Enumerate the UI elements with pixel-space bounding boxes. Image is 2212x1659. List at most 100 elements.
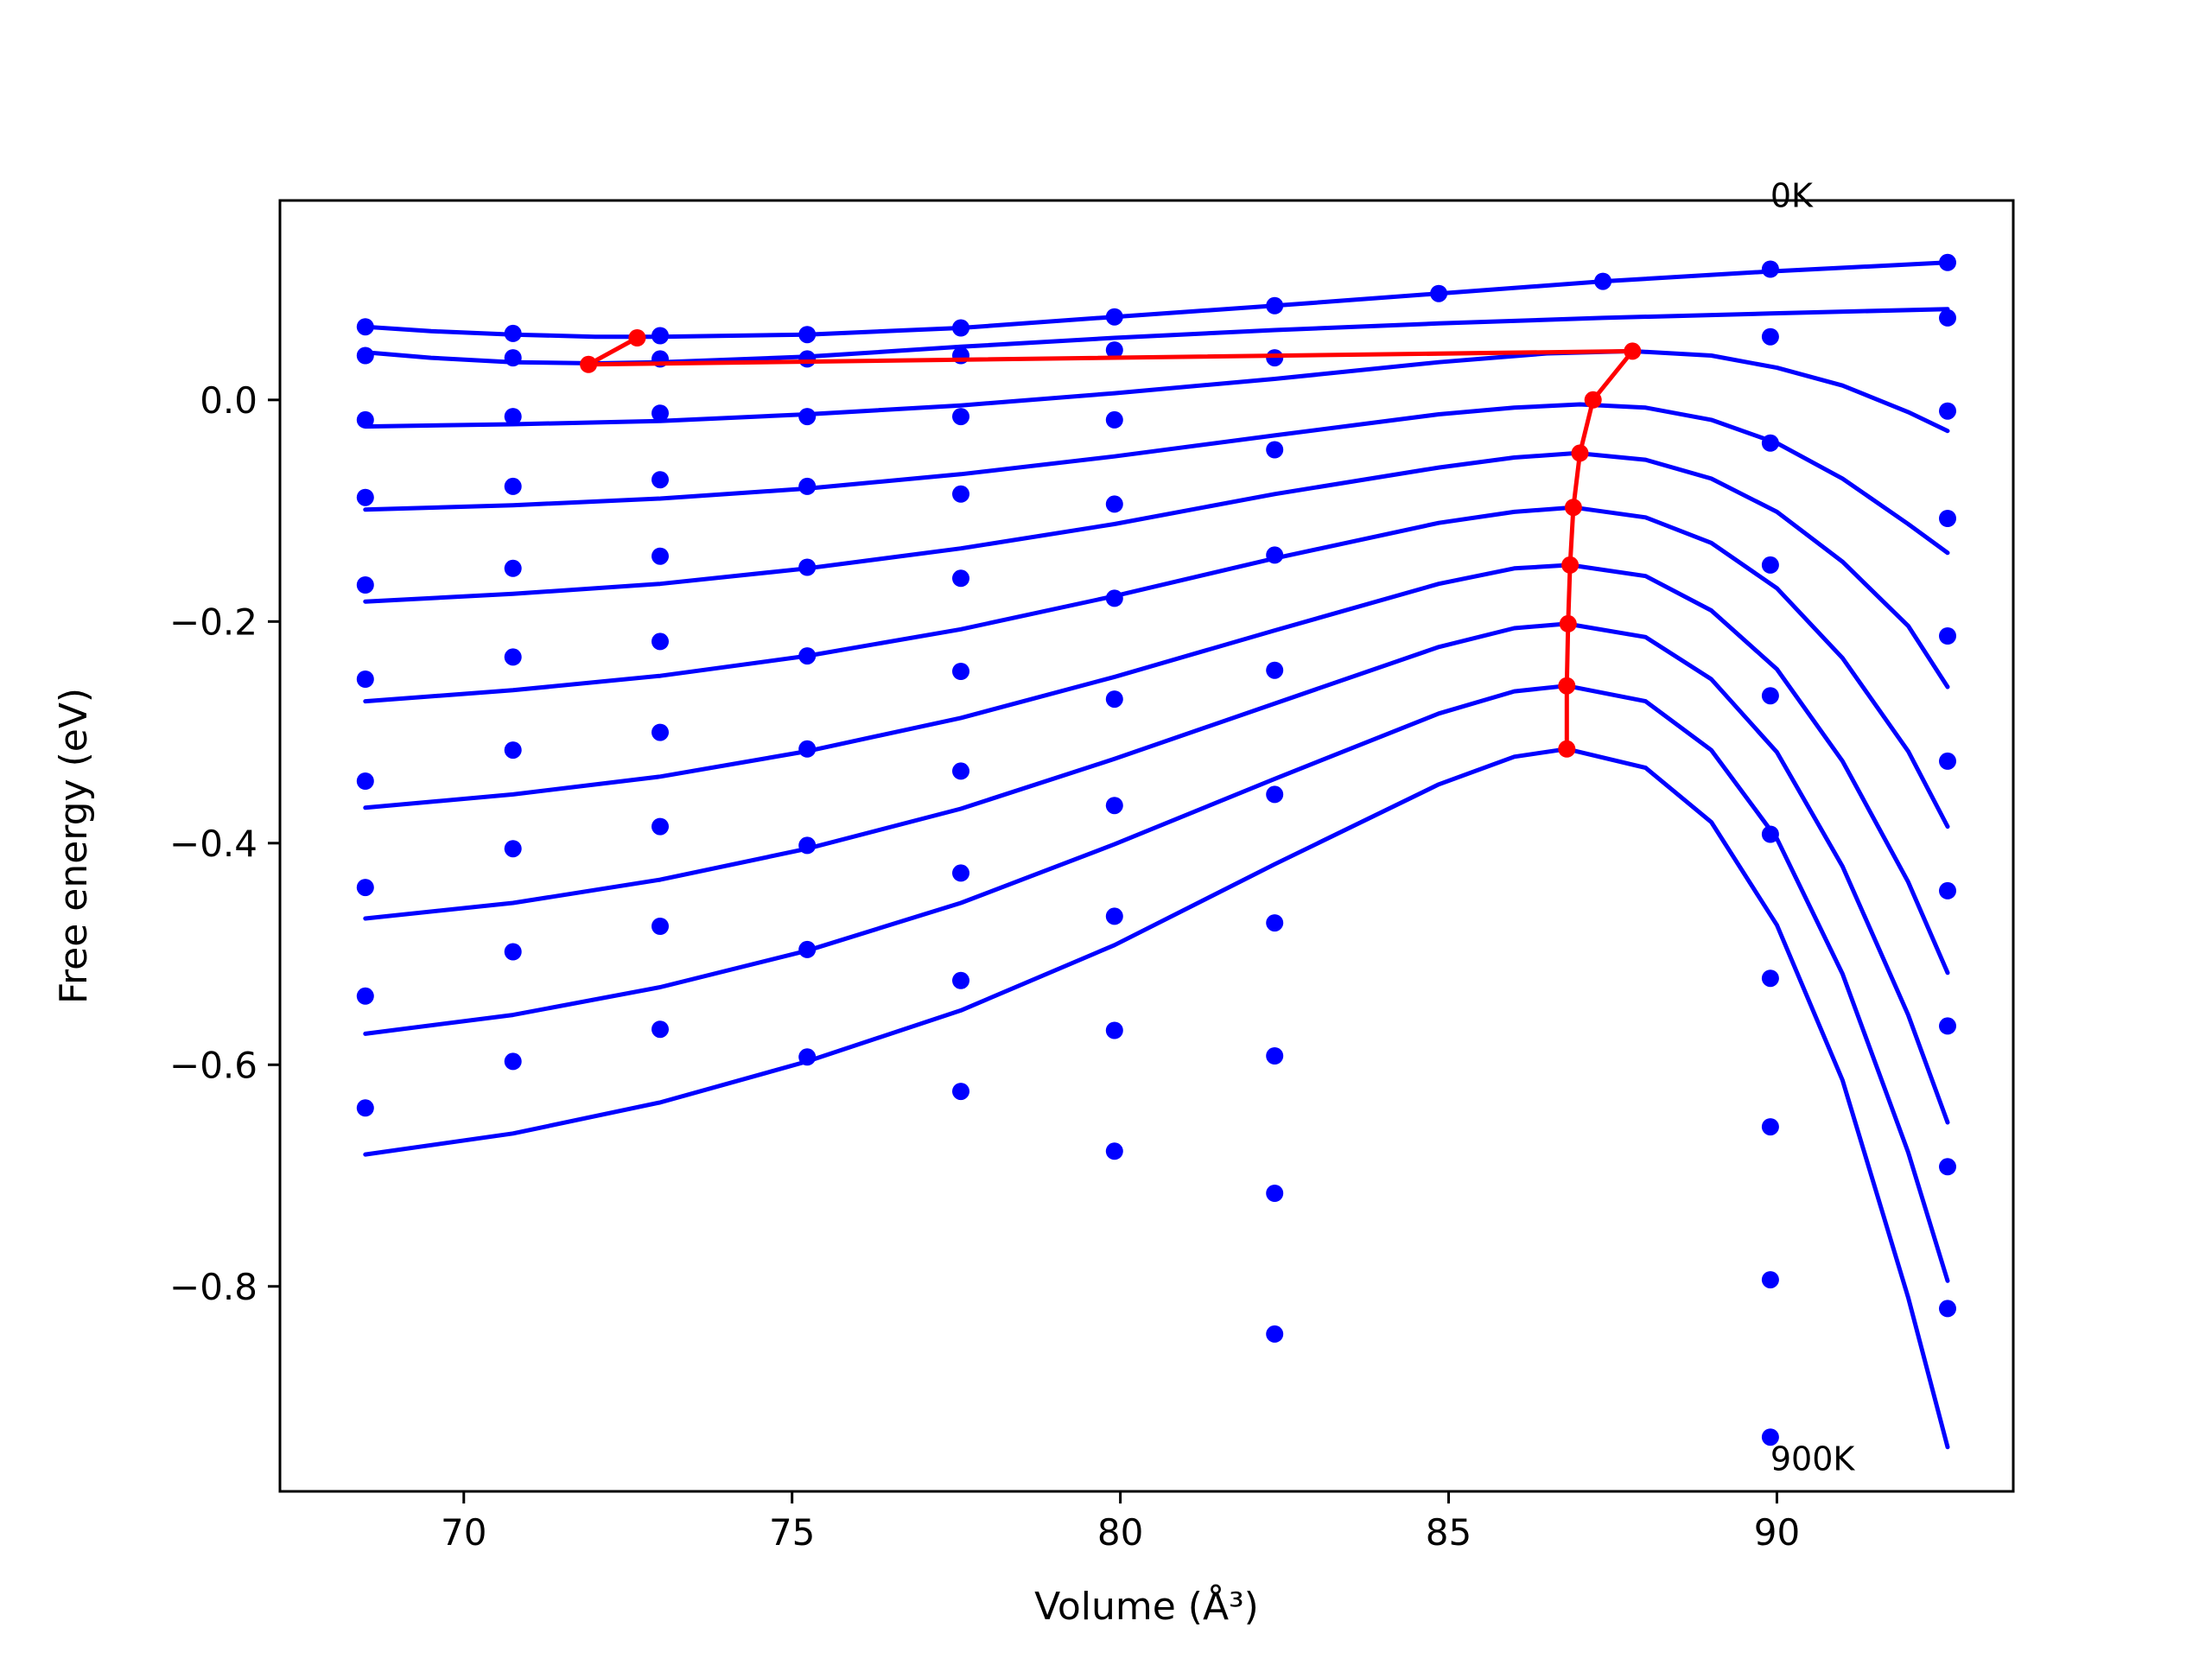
data-point-3-0 <box>356 488 374 506</box>
data-point-6-2 <box>652 723 669 741</box>
data-point-8-8 <box>1939 1158 1956 1176</box>
data-point-3-2 <box>652 471 669 489</box>
x-tick-label: 70 <box>441 1511 486 1554</box>
data-point-3-4 <box>952 485 969 503</box>
data-point-1-3 <box>798 350 817 368</box>
data-point-4-4 <box>952 569 969 588</box>
data-point-2-1 <box>504 408 522 426</box>
ticks: 70 75 80 85 90 0.0 −0.2 −0.4 −0.6 −0.8 <box>169 379 1800 1554</box>
axes-frame <box>278 199 2015 1493</box>
data-point-6-1 <box>504 741 522 760</box>
data-point-2-7 <box>1761 434 1779 452</box>
minimum-path-point-6 <box>1561 556 1580 574</box>
annotations: 0K 900K <box>1770 177 1856 1478</box>
minimum-path-point-5 <box>1564 499 1582 517</box>
data-point-9-5 <box>1105 1142 1123 1160</box>
y-tick-label: 0.0 <box>200 379 257 422</box>
data-point-7-0 <box>356 879 374 897</box>
minimum-path-point-0 <box>628 329 646 346</box>
data-point-3-1 <box>504 477 522 495</box>
data-point-6-0 <box>356 772 374 790</box>
data-point-3-3 <box>798 477 817 495</box>
data-point-0-6 <box>1266 296 1284 315</box>
data-point-7-1 <box>504 840 522 858</box>
data-point-5-2 <box>652 632 669 651</box>
data-point-4-3 <box>798 558 817 576</box>
fit-curve-7 <box>363 621 1950 1125</box>
fit-curve-5 <box>363 505 1950 830</box>
data-point-8-4 <box>952 971 969 989</box>
data-point-5-8 <box>1939 752 1956 770</box>
y-tick-label: −0.4 <box>169 823 257 865</box>
data-point-9-8 <box>1939 1300 1956 1318</box>
x-axis-label: Volume (Å³) <box>1034 1583 1259 1629</box>
fit-curve-3 <box>363 402 1950 556</box>
data-point-0-0 <box>356 318 374 336</box>
data-point-8-1 <box>504 943 522 961</box>
data-point-5-5 <box>1105 690 1123 709</box>
data-point-0-8 <box>1594 272 1612 290</box>
data-point-4-6 <box>1266 661 1284 679</box>
data-point-9-7 <box>1761 1428 1779 1446</box>
data-point-1-7 <box>1761 327 1779 346</box>
data-point-4-0 <box>356 576 374 594</box>
data-point-6-3 <box>798 740 817 758</box>
fit-curve-2 <box>363 348 1950 434</box>
data-point-0-3 <box>798 326 817 344</box>
data-point-2-4 <box>952 408 969 426</box>
data-point-2-0 <box>356 410 374 429</box>
data-point-9-3 <box>798 1048 817 1066</box>
data-point-1-0 <box>356 346 374 365</box>
minimum-path-line <box>586 335 1635 749</box>
data-point-1-8 <box>1939 308 1956 327</box>
data-point-9-4 <box>952 1083 969 1101</box>
data-point-4-5 <box>1105 589 1123 607</box>
y-axis-label: Free energy (eV) <box>52 688 96 1004</box>
minimum-path-point-1 <box>580 355 598 373</box>
data-point-8-7 <box>1761 1271 1779 1289</box>
minimum-path-point-7 <box>1559 614 1577 632</box>
minimum-path-point-4 <box>1571 444 1589 462</box>
data-point-0-4 <box>952 319 969 337</box>
data-point-9-2 <box>652 1020 669 1039</box>
data-point-0-9 <box>1761 260 1779 278</box>
minimum-path-point-2 <box>1624 342 1642 360</box>
data-point-5-7 <box>1761 825 1779 843</box>
data-point-6-5 <box>1105 797 1123 815</box>
data-point-9-6 <box>1266 1325 1284 1343</box>
data-point-8-2 <box>652 918 669 935</box>
data-point-6-7 <box>1761 969 1779 988</box>
data-point-1-1 <box>504 349 522 367</box>
data-point-2-2 <box>652 404 669 423</box>
data-point-2-8 <box>1939 402 1956 420</box>
data-point-5-0 <box>356 671 374 688</box>
data-point-7-4 <box>952 864 969 882</box>
y-tick-label: −0.8 <box>169 1266 257 1308</box>
data-point-4-7 <box>1761 687 1779 705</box>
data-point-0-1 <box>504 324 522 342</box>
data-point-8-0 <box>356 987 374 1005</box>
x-tick-label: 90 <box>1754 1511 1800 1554</box>
data-point-3-8 <box>1939 510 1956 527</box>
data-point-5-3 <box>798 647 817 665</box>
minimum-path-point-8 <box>1558 677 1576 695</box>
data-point-2-6 <box>1266 441 1284 459</box>
data-point-0-2 <box>652 327 669 345</box>
data-point-6-4 <box>952 762 969 780</box>
data-point-9-1 <box>504 1052 522 1071</box>
y-tick-label: −0.6 <box>169 1044 257 1086</box>
data-point-2-5 <box>1105 410 1123 429</box>
data-point-0-5 <box>1105 308 1123 326</box>
y-tick-label: −0.2 <box>169 601 257 643</box>
data-point-3-6 <box>1266 546 1284 564</box>
plot-area <box>356 253 1956 1450</box>
data-point-5-1 <box>504 648 522 666</box>
data-point-4-8 <box>1939 627 1956 645</box>
data-point-7-5 <box>1105 907 1123 925</box>
data-point-0-7 <box>1430 284 1448 302</box>
data-point-7-7 <box>1761 1118 1779 1136</box>
fit-curve-9 <box>363 747 1950 1450</box>
data-point-7-6 <box>1266 1047 1284 1065</box>
data-point-3-5 <box>1105 495 1123 513</box>
